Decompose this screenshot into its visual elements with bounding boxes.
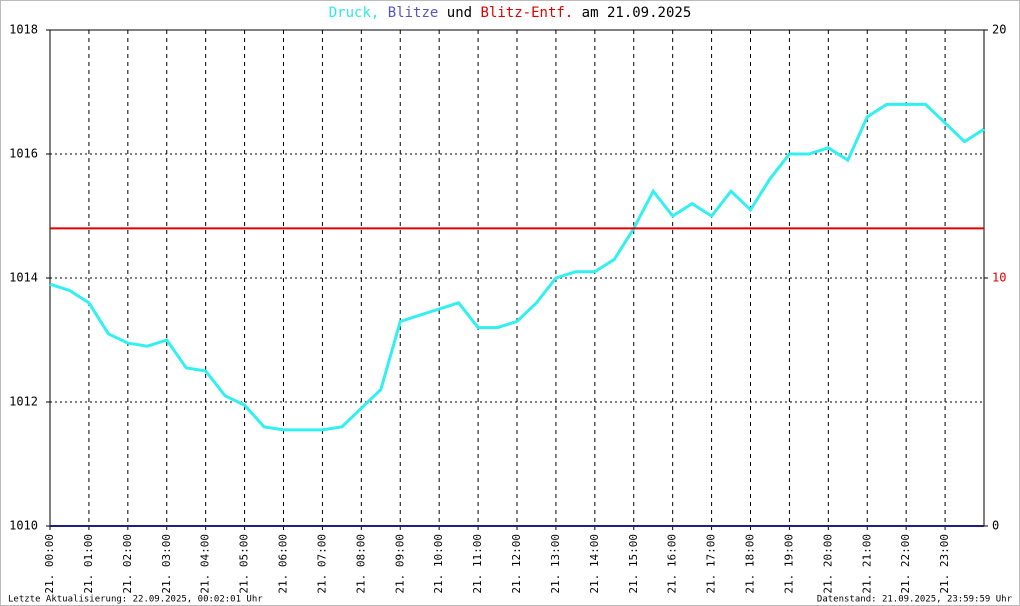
x-tick-label: 21. 19:00 xyxy=(782,534,795,594)
title-part: am 21.09.2025 xyxy=(582,5,692,21)
y-tick-label: 1018 xyxy=(9,23,38,37)
x-tick-label: 21. 23:00 xyxy=(938,534,951,594)
x-tick-label: 21. 13:00 xyxy=(549,534,562,594)
x-tick-label: 21. 07:00 xyxy=(315,534,328,594)
footer-right: Datenstand: 21.09.2025, 23:59:59 Uhr xyxy=(817,595,1013,605)
y-tick-label: 1016 xyxy=(9,147,38,161)
x-tick-label: 21. 11:00 xyxy=(471,534,484,594)
x-tick-label: 21. 15:00 xyxy=(627,534,640,594)
title-part: Blitz-Entf. xyxy=(481,5,574,21)
x-tick-label: 21. 14:00 xyxy=(588,534,601,594)
title-part: und xyxy=(447,5,472,21)
x-tick-label: 21. 01:00 xyxy=(82,534,95,594)
x-tick-label: 21. 04:00 xyxy=(199,534,212,594)
x-tick-label: 21. 09:00 xyxy=(393,534,406,594)
y-tick-label: 1014 xyxy=(9,271,38,285)
x-tick-label: 21. 08:00 xyxy=(354,534,367,594)
x-tick-label: 21. 16:00 xyxy=(666,534,679,594)
footer-left: Letzte Aktualisierung: 22.09.2025, 00:02… xyxy=(8,595,263,605)
x-tick-label: 21. 00:00 xyxy=(43,534,56,594)
x-tick-label: 21. 17:00 xyxy=(705,534,718,594)
x-tick-label: 21. 06:00 xyxy=(277,534,290,594)
x-tick-label: 21. 22:00 xyxy=(899,534,912,594)
y-tick-label: 1012 xyxy=(9,395,38,409)
x-tick-label: 21. 03:00 xyxy=(160,534,173,594)
y-tick-label: 1010 xyxy=(9,519,38,533)
y2-tick-label: 10 xyxy=(992,271,1006,285)
y2-tick-label: 20 xyxy=(992,23,1006,37)
x-tick-label: 21. 05:00 xyxy=(238,534,251,594)
x-tick-label: 21. 12:00 xyxy=(510,534,523,594)
title-part: Druck, xyxy=(329,5,380,21)
chart-title: Druck, Blitze und Blitz-Entf. am 21.09.2… xyxy=(329,5,692,21)
x-tick-label: 21. 20:00 xyxy=(821,534,834,594)
x-tick-label: 21. 02:00 xyxy=(121,534,134,594)
title-part: Blitze xyxy=(388,5,439,21)
x-tick-label: 21. 10:00 xyxy=(432,534,445,594)
series-line xyxy=(49,102,985,432)
x-tick-label: 21. 21:00 xyxy=(860,534,873,594)
x-tick-label: 21. 18:00 xyxy=(744,534,757,594)
y2-tick-label: 0 xyxy=(992,519,999,533)
